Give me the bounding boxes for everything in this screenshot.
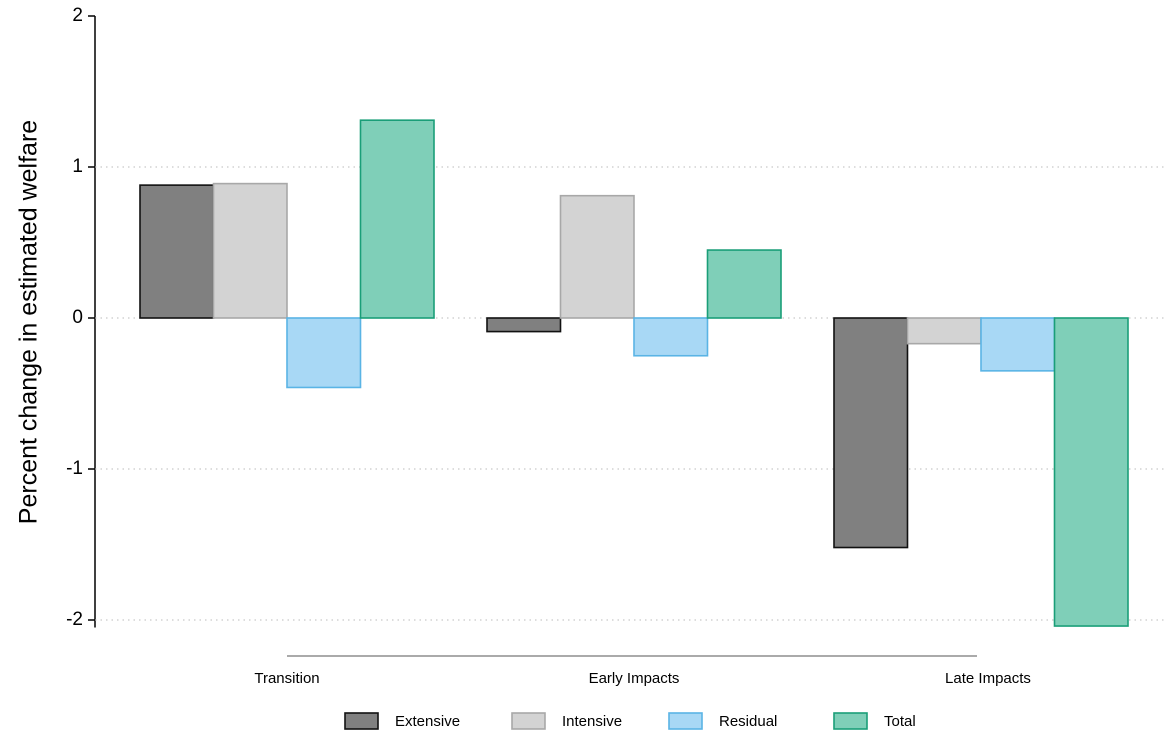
bar xyxy=(906,317,982,345)
legend-swatch xyxy=(668,712,703,730)
bar xyxy=(706,249,782,319)
y-tick-label: 1 xyxy=(72,156,83,177)
bar xyxy=(980,317,1056,372)
bar xyxy=(633,317,709,357)
y-tick-label: -1 xyxy=(66,458,83,479)
legend-label: Intensive xyxy=(562,713,622,730)
bar xyxy=(212,182,288,319)
bar xyxy=(833,317,909,549)
bar xyxy=(359,119,435,319)
bar xyxy=(1053,317,1129,627)
y-tick-label: -2 xyxy=(66,609,83,630)
x-tick-label: Late Impacts xyxy=(945,670,1031,687)
legend-label: Total xyxy=(884,713,916,730)
bar xyxy=(486,317,562,333)
x-tick-label: Early Impacts xyxy=(589,670,680,687)
legend-swatch xyxy=(833,712,868,730)
x-tick-label: Transition xyxy=(254,670,319,687)
legend-swatch xyxy=(511,712,546,730)
legend-swatch xyxy=(344,712,379,730)
legend-label: Residual xyxy=(719,713,777,730)
y-tick-label: 0 xyxy=(72,307,83,328)
bar xyxy=(286,317,362,389)
bar xyxy=(139,184,215,319)
bar xyxy=(559,194,635,319)
legend-label: Extensive xyxy=(395,713,460,730)
y-axis-title: Percent change in estimated welfare xyxy=(15,120,43,524)
y-tick-label: 2 xyxy=(72,5,83,26)
